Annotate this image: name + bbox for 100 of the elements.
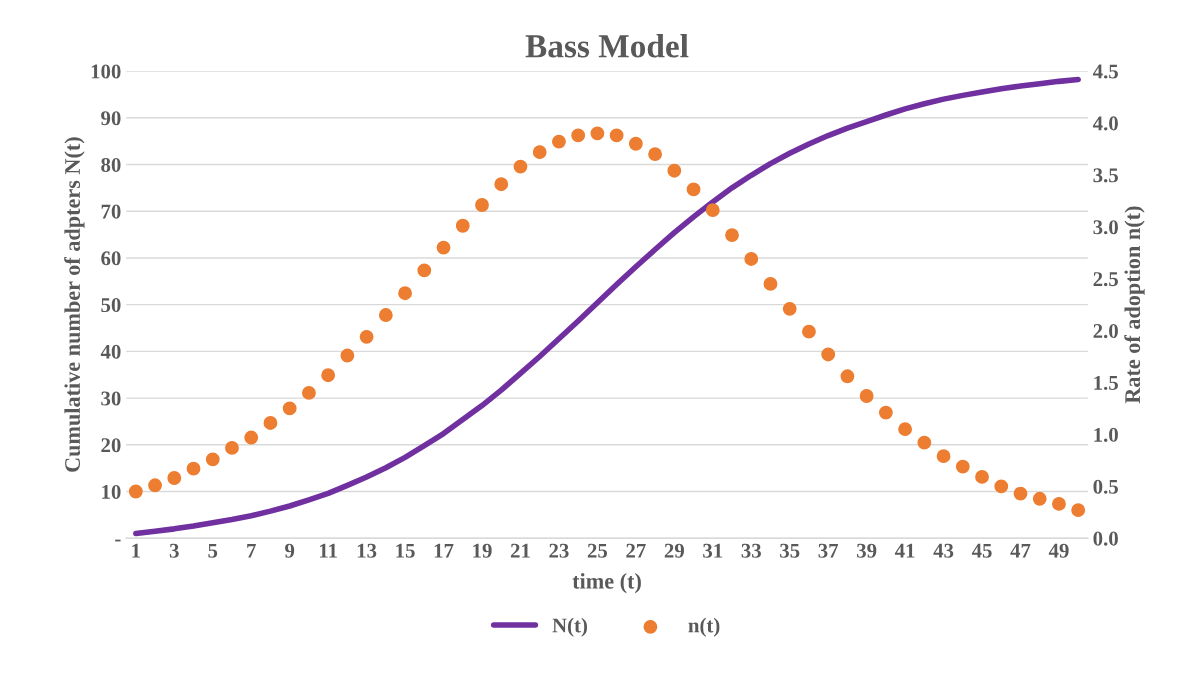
x-tick-label: 17 bbox=[434, 543, 454, 558]
point bbox=[590, 126, 605, 141]
point bbox=[532, 145, 547, 159]
y2-tick-label: 4.0 bbox=[1092, 116, 1118, 131]
point bbox=[167, 471, 182, 485]
point bbox=[186, 461, 201, 476]
x-tick-label: 47 bbox=[1010, 543, 1031, 558]
legend-label: N(t) bbox=[552, 617, 587, 637]
x-tick-label: 43 bbox=[933, 543, 954, 558]
y2-tick-label: 4.5 bbox=[1092, 64, 1118, 79]
chart-title: Bass Model bbox=[525, 34, 689, 58]
x-tick-label: 13 bbox=[357, 543, 377, 558]
point bbox=[994, 479, 1009, 494]
x-tick-label: 39 bbox=[857, 543, 877, 558]
point bbox=[513, 159, 528, 174]
point bbox=[417, 263, 432, 278]
x-tick-label: 23 bbox=[549, 543, 569, 558]
point bbox=[128, 484, 143, 499]
x-tick-label: 33 bbox=[741, 543, 761, 558]
y2-axis-title: Rate of adoption n(t) bbox=[1124, 206, 1145, 404]
y-tick-label: 50 bbox=[101, 298, 121, 313]
point bbox=[148, 478, 162, 493]
point bbox=[1071, 503, 1086, 518]
point bbox=[225, 440, 239, 455]
y-tick-label: 70 bbox=[101, 204, 121, 219]
point bbox=[878, 405, 893, 420]
x-tick-label: 49 bbox=[1048, 543, 1069, 558]
x-tick-label: 41 bbox=[894, 543, 915, 558]
y2-tick-label: 2.5 bbox=[1093, 272, 1118, 287]
x-tick-label: 3 bbox=[169, 543, 179, 558]
x-tick-label: 31 bbox=[703, 543, 723, 558]
point bbox=[1052, 497, 1066, 511]
point bbox=[205, 452, 220, 467]
y-tick-label: 10 bbox=[102, 484, 121, 499]
x-tick-label: 5 bbox=[208, 543, 218, 558]
y-tick-label: - bbox=[115, 539, 121, 542]
x-tick-label: 37 bbox=[818, 543, 839, 558]
point bbox=[359, 329, 374, 344]
point bbox=[455, 218, 470, 233]
point bbox=[1032, 491, 1047, 506]
point bbox=[263, 416, 278, 430]
y-tick-label: 80 bbox=[101, 157, 121, 172]
point bbox=[475, 198, 489, 212]
point bbox=[725, 228, 739, 243]
x-tick-label: 45 bbox=[971, 543, 992, 558]
y2-tick-label: 0.5 bbox=[1093, 479, 1118, 494]
x-tick-label: 11 bbox=[319, 543, 337, 558]
point bbox=[705, 203, 720, 218]
x-tick-label: 25 bbox=[587, 543, 608, 558]
point bbox=[609, 128, 624, 143]
point bbox=[436, 240, 451, 255]
point bbox=[340, 348, 355, 363]
point bbox=[763, 276, 778, 291]
y-tick-label: 100 bbox=[91, 64, 121, 79]
y-tick-label: 30 bbox=[101, 391, 121, 406]
y2-tick-label: 2.0 bbox=[1093, 323, 1118, 339]
x-tick-label: 7 bbox=[247, 543, 256, 558]
legend-label: n(t) bbox=[688, 617, 720, 637]
x-tick-label: 1 bbox=[132, 543, 140, 558]
x-tick-label: 15 bbox=[396, 543, 415, 558]
point bbox=[628, 136, 643, 151]
y2-tick-label: 3.5 bbox=[1093, 168, 1118, 183]
point bbox=[802, 324, 816, 339]
point bbox=[667, 163, 682, 178]
point bbox=[936, 449, 951, 464]
point bbox=[571, 128, 586, 143]
y-tick-label: 20 bbox=[101, 438, 121, 453]
point bbox=[859, 389, 874, 403]
y-tick-label: 90 bbox=[101, 111, 121, 126]
x-axis-title: time (t) bbox=[572, 573, 641, 594]
x-tick-label: 9 bbox=[285, 543, 295, 558]
point bbox=[398, 286, 412, 301]
y2-tick-label: 0.0 bbox=[1093, 531, 1118, 546]
point bbox=[244, 430, 259, 445]
y2-tick-label: 1.5 bbox=[1094, 375, 1118, 391]
y-tick-label: 40 bbox=[100, 344, 121, 359]
point bbox=[917, 435, 932, 450]
point bbox=[975, 470, 989, 484]
point bbox=[378, 308, 393, 322]
y2-tick-label: 1.0 bbox=[1094, 427, 1118, 442]
point bbox=[782, 301, 797, 316]
x-tick-label: 29 bbox=[664, 543, 684, 558]
x-tick-label: 21 bbox=[510, 543, 530, 558]
y-axis-title: Cumulative number of adpters N(t) bbox=[64, 137, 85, 472]
point bbox=[821, 347, 836, 362]
point bbox=[898, 422, 913, 437]
point bbox=[955, 459, 970, 474]
point bbox=[302, 385, 316, 400]
x-tick-label: 35 bbox=[780, 543, 800, 558]
point bbox=[840, 369, 855, 384]
x-tick-label: 27 bbox=[626, 543, 646, 558]
point bbox=[494, 177, 509, 192]
point bbox=[744, 252, 759, 266]
x-tick-label: 19 bbox=[473, 543, 492, 558]
point bbox=[552, 134, 566, 149]
y-tick-label: 60 bbox=[101, 251, 121, 266]
point bbox=[321, 368, 336, 383]
y2-tick-label: 3.0 bbox=[1093, 220, 1118, 235]
point bbox=[282, 401, 297, 416]
point bbox=[1013, 486, 1028, 501]
